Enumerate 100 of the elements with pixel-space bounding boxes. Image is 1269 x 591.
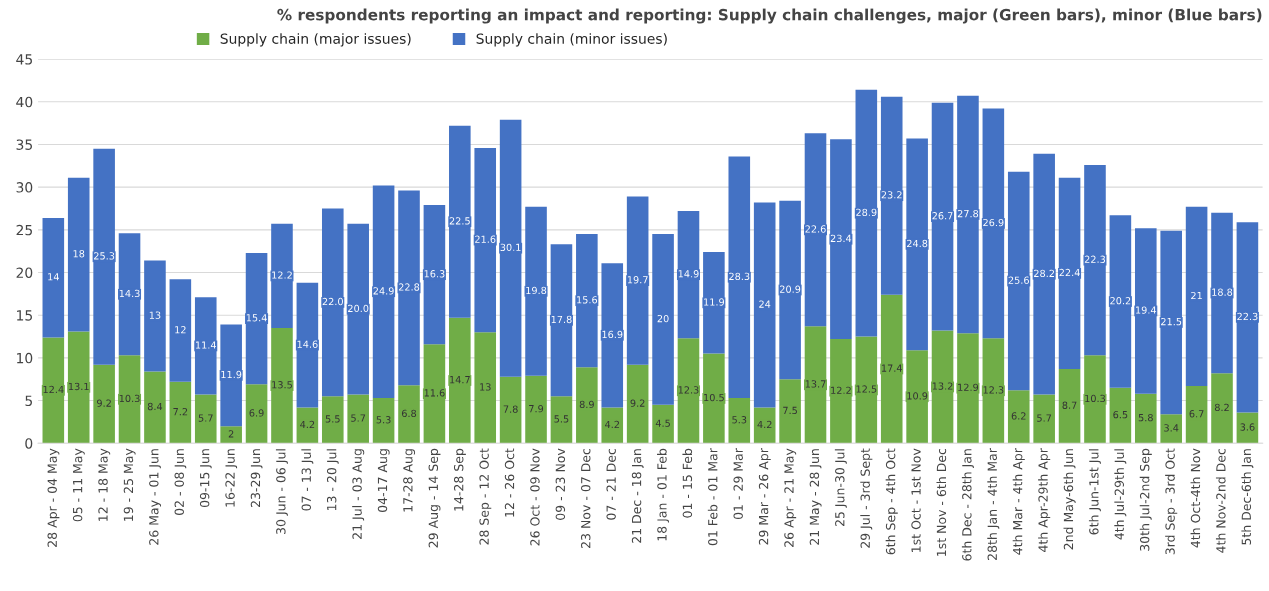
data-label: 30.1 [500, 243, 521, 252]
data-label: 21 [1191, 291, 1202, 300]
bar [169, 279, 192, 382]
data-label: 2 [228, 430, 234, 438]
data-label: 15.6 [577, 296, 598, 304]
bar [601, 263, 624, 408]
x-tick-label: 21 Jul - 03 Aug [352, 449, 365, 539]
bar [830, 139, 852, 340]
bar [1211, 212, 1233, 374]
data-label: 18 [73, 250, 85, 258]
bar [271, 328, 293, 444]
bar [804, 133, 827, 327]
bar [194, 297, 217, 395]
bar [271, 223, 293, 329]
bar [855, 89, 878, 337]
y-tick-label: 15 [17, 310, 32, 321]
data-label: 5.3 [376, 416, 391, 424]
bar [525, 375, 547, 444]
bar [576, 234, 598, 368]
data-label: 22.8 [398, 283, 420, 291]
x-tick-label: 23 Nov - 07 Dec [581, 448, 591, 548]
data-label: 25.6 [1008, 276, 1029, 284]
data-label: 28.2 [1034, 269, 1055, 278]
data-label: 20.2 [1110, 297, 1131, 305]
bar [1058, 177, 1081, 369]
data-label: 5.7 [198, 414, 213, 422]
y-tick-label: 20 [16, 267, 33, 278]
legend-label: Supply chain (major issues) [220, 33, 411, 47]
bar [398, 385, 420, 444]
x-tick-label: 29 Jul - 3rd Sept [860, 448, 873, 548]
bar [67, 177, 90, 332]
bar [931, 102, 954, 331]
data-label: 22.5 [449, 217, 470, 225]
bar [474, 332, 497, 444]
data-label: 22.3 [1084, 255, 1106, 263]
x-tick-label: 29 Mar - 26 Apr [758, 448, 771, 545]
bar [830, 339, 852, 444]
x-tick-label: 6th Dec - 28th Jan [961, 449, 974, 561]
data-label: 13.2 [932, 382, 953, 390]
bar [982, 108, 1005, 339]
data-label: 13.5 [272, 381, 292, 389]
bar [1033, 153, 1055, 395]
data-label: 4.2 [300, 420, 315, 429]
data-label: 16.3 [424, 270, 445, 278]
x-tick-label: 01 - 15 Feb [682, 448, 693, 518]
bar [1211, 373, 1233, 444]
data-label: 24 [759, 300, 771, 308]
x-tick-label: 05 - 11 May [72, 448, 85, 522]
data-label: 12.4 [43, 385, 64, 394]
data-label: 7.9 [529, 405, 544, 413]
x-tick-label: 4th Mar - 4th Apr [1012, 448, 1025, 555]
data-label: 21.6 [475, 235, 496, 243]
data-label: 5.5 [554, 415, 569, 423]
bar [1185, 206, 1208, 387]
data-label: 26.7 [932, 212, 953, 220]
data-label: 19.8 [526, 286, 547, 295]
bar [1007, 171, 1030, 391]
data-label: 23.4 [830, 234, 852, 243]
x-tick-label: 4th Nov-2nd Dec [1215, 448, 1226, 553]
data-label: 12.5 [856, 385, 877, 393]
data-label: 8.7 [1062, 401, 1077, 409]
bar [576, 367, 598, 444]
x-tick-label: 18 Jan - 01 Feb [657, 448, 670, 541]
x-tick-label: 28 Sep - 12 Oct [479, 448, 492, 545]
bar [449, 317, 471, 444]
x-tick-label: 19 - 25 May [123, 448, 136, 521]
data-label: 4.2 [757, 420, 772, 429]
bar [321, 208, 344, 397]
data-label: 24.9 [373, 287, 394, 295]
bar [753, 202, 776, 408]
data-label: 13 [149, 311, 161, 319]
x-tick-label: 09 - 23 Nov [555, 448, 566, 520]
y-tick-label: 35 [16, 139, 32, 150]
bar [144, 260, 166, 372]
bar [449, 125, 471, 318]
data-label: 13.1 [68, 382, 89, 391]
data-label: 8.9 [579, 400, 594, 409]
data-label: 20 [657, 314, 669, 323]
bar [1109, 215, 1132, 388]
x-tick-label: 07 - 13 Jul [301, 449, 314, 511]
x-tick-label: 4th Apr-29th Apr [1038, 448, 1051, 552]
data-label: 22.4 [1059, 268, 1080, 277]
bar [474, 147, 497, 333]
bar [1084, 164, 1106, 356]
y-tick-label: 0 [25, 438, 33, 449]
bar [372, 185, 395, 399]
x-tick-label: 01 - 29 Mar [733, 448, 743, 520]
data-label: 21.5 [1161, 317, 1182, 326]
bar [499, 119, 522, 377]
y-tick-label: 40 [16, 96, 33, 108]
data-label: 14 [48, 273, 59, 281]
bar [880, 294, 903, 444]
x-tick-label: 25 Jun-30 Jul [834, 449, 847, 527]
bar [220, 324, 242, 427]
bar [42, 217, 65, 338]
bar [779, 200, 801, 380]
data-label: 10.5 [704, 393, 724, 402]
data-label: 11.9 [221, 370, 242, 379]
bar [906, 138, 928, 351]
data-label: 19.4 [1136, 306, 1157, 314]
